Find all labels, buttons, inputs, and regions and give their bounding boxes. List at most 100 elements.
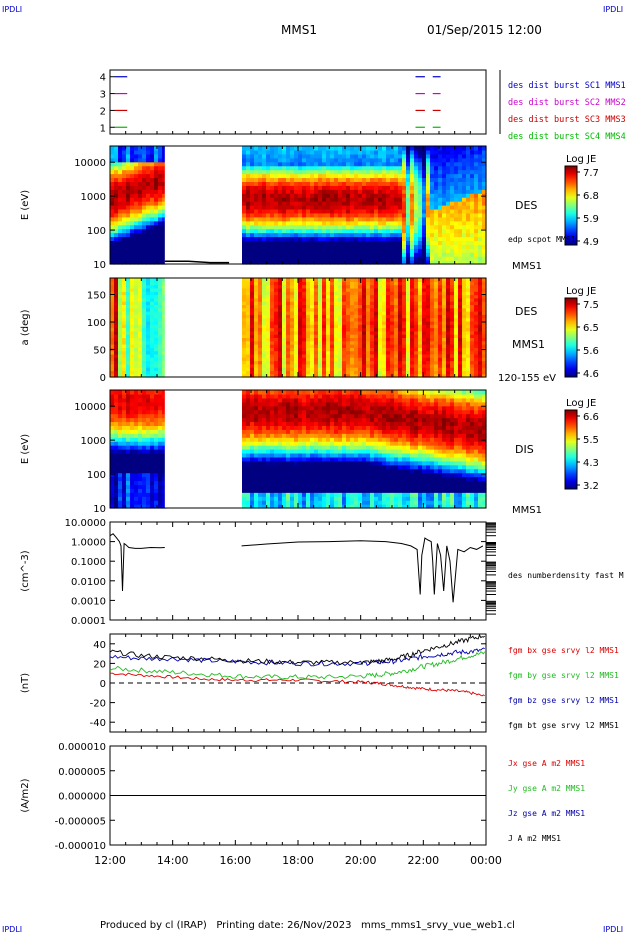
- des_energy-cell: [454, 197, 459, 202]
- des_pitch-cell: [446, 363, 451, 368]
- des_pitch-cell: [474, 357, 479, 362]
- des_pitch-cell: [150, 311, 155, 315]
- des_pitch-cell: [346, 284, 351, 289]
- des_energy-cell: [450, 189, 455, 194]
- des_pitch-cell: [146, 320, 151, 325]
- des_energy-cell: [442, 189, 447, 194]
- des_energy-cell: [374, 248, 379, 253]
- des_energy-cell: [302, 201, 307, 206]
- des_energy-cell: [362, 177, 367, 182]
- des_energy-cell: [342, 189, 347, 194]
- des_pitch-cell: [466, 294, 471, 299]
- des_energy-cell: [134, 240, 139, 245]
- des_energy-cell: [278, 224, 283, 230]
- des_pitch-cell: [122, 360, 127, 365]
- des_energy-cell: [130, 153, 135, 159]
- des_pitch-cell: [306, 344, 311, 348]
- des_pitch-cell: [414, 363, 419, 368]
- des_pitch-cell: [426, 297, 431, 302]
- des_pitch-cell: [354, 284, 359, 289]
- des_energy-cell: [126, 232, 131, 238]
- des_energy-cell: [454, 224, 459, 230]
- des_energy-cell: [158, 244, 163, 249]
- des_energy-cell: [306, 248, 311, 253]
- des_pitch-cell: [134, 307, 139, 312]
- des_pitch-cell: [262, 363, 267, 368]
- des_pitch-cell: [398, 350, 403, 355]
- des_energy-cell: [122, 236, 127, 241]
- des_pitch-cell: [374, 350, 379, 355]
- des_energy-cell: [410, 236, 415, 241]
- des_pitch-cell: [322, 317, 327, 322]
- des_pitch-cell: [462, 278, 467, 282]
- des_energy-cell: [322, 193, 327, 198]
- des_pitch-cell: [282, 301, 287, 305]
- des_energy-cell: [350, 189, 355, 194]
- des_energy-cell: [406, 149, 411, 155]
- des_pitch-cell: [242, 350, 247, 355]
- des_pitch-cell: [162, 350, 167, 355]
- des_pitch-cell: [462, 320, 467, 325]
- dis_energy-cell: [110, 425, 115, 430]
- des_energy-cell: [458, 149, 463, 155]
- des_pitch-cell: [414, 314, 419, 319]
- des_pitch-cell: [434, 301, 439, 305]
- des_energy-cell: [334, 169, 339, 175]
- des_pitch-cell: [250, 350, 255, 355]
- des_energy-cell: [130, 244, 135, 249]
- des_pitch-cell: [382, 334, 387, 338]
- des_energy-cell: [254, 189, 259, 194]
- des_energy-cell: [254, 228, 259, 234]
- dis_energy-cell: [110, 417, 115, 423]
- des_pitch-cell: [402, 278, 407, 282]
- des_pitch-cell: [362, 301, 367, 305]
- des_pitch-cell: [354, 353, 359, 358]
- des_pitch-cell: [330, 353, 335, 358]
- des_energy-cell: [354, 228, 359, 234]
- des_pitch-cell: [390, 344, 395, 348]
- des_energy-cell: [386, 220, 391, 226]
- des_pitch-cell: [366, 373, 371, 378]
- dis_energy-cell: [142, 488, 147, 493]
- dis_energy-cell: [142, 437, 147, 442]
- des_energy-cell: [422, 260, 427, 265]
- des_pitch-cell: [478, 287, 483, 292]
- des_energy-cell: [470, 240, 475, 245]
- des_energy-cell: [142, 220, 147, 226]
- des_pitch-colorbar-label: 6.5: [583, 323, 599, 334]
- des_pitch-cell: [118, 287, 123, 292]
- des_energy-cell: [278, 252, 283, 257]
- des_energy-cell: [446, 216, 451, 222]
- des_energy-cell: [350, 146, 355, 151]
- des_pitch-cell: [118, 281, 123, 286]
- des_energy-cell: [318, 165, 323, 171]
- des_energy-cell: [254, 197, 259, 202]
- des_pitch-cell: [130, 373, 135, 378]
- des_pitch-cell: [318, 320, 323, 325]
- des_pitch-cell: [142, 291, 147, 296]
- des_energy-cell: [270, 157, 275, 163]
- des_pitch-cell: [138, 311, 143, 315]
- des_energy-cell: [370, 240, 375, 245]
- des_energy-cell: [386, 169, 391, 175]
- des_energy-cell: [254, 185, 259, 190]
- des_energy-cell: [466, 177, 471, 182]
- des_energy-cell: [126, 224, 131, 230]
- dis_energy-cell: [110, 452, 115, 458]
- des_energy-cell: [286, 153, 291, 159]
- des_energy-cell: [442, 161, 447, 167]
- des_energy-cell: [354, 244, 359, 249]
- des_energy-cell: [402, 165, 407, 171]
- des_pitch-cell: [410, 340, 415, 345]
- des_pitch-cell: [146, 297, 151, 302]
- des_pitch-cell: [470, 317, 475, 322]
- des_energy-cell: [390, 244, 395, 249]
- des_pitch-cell: [454, 340, 459, 345]
- des_pitch-cell: [346, 301, 351, 305]
- des_pitch-cell: [466, 314, 471, 319]
- des_energy-cell: [374, 212, 379, 218]
- des_pitch-cell: [482, 307, 487, 312]
- des_pitch-cell: [162, 294, 167, 299]
- des_energy-cell: [294, 212, 299, 218]
- des_pitch-cell: [122, 373, 127, 378]
